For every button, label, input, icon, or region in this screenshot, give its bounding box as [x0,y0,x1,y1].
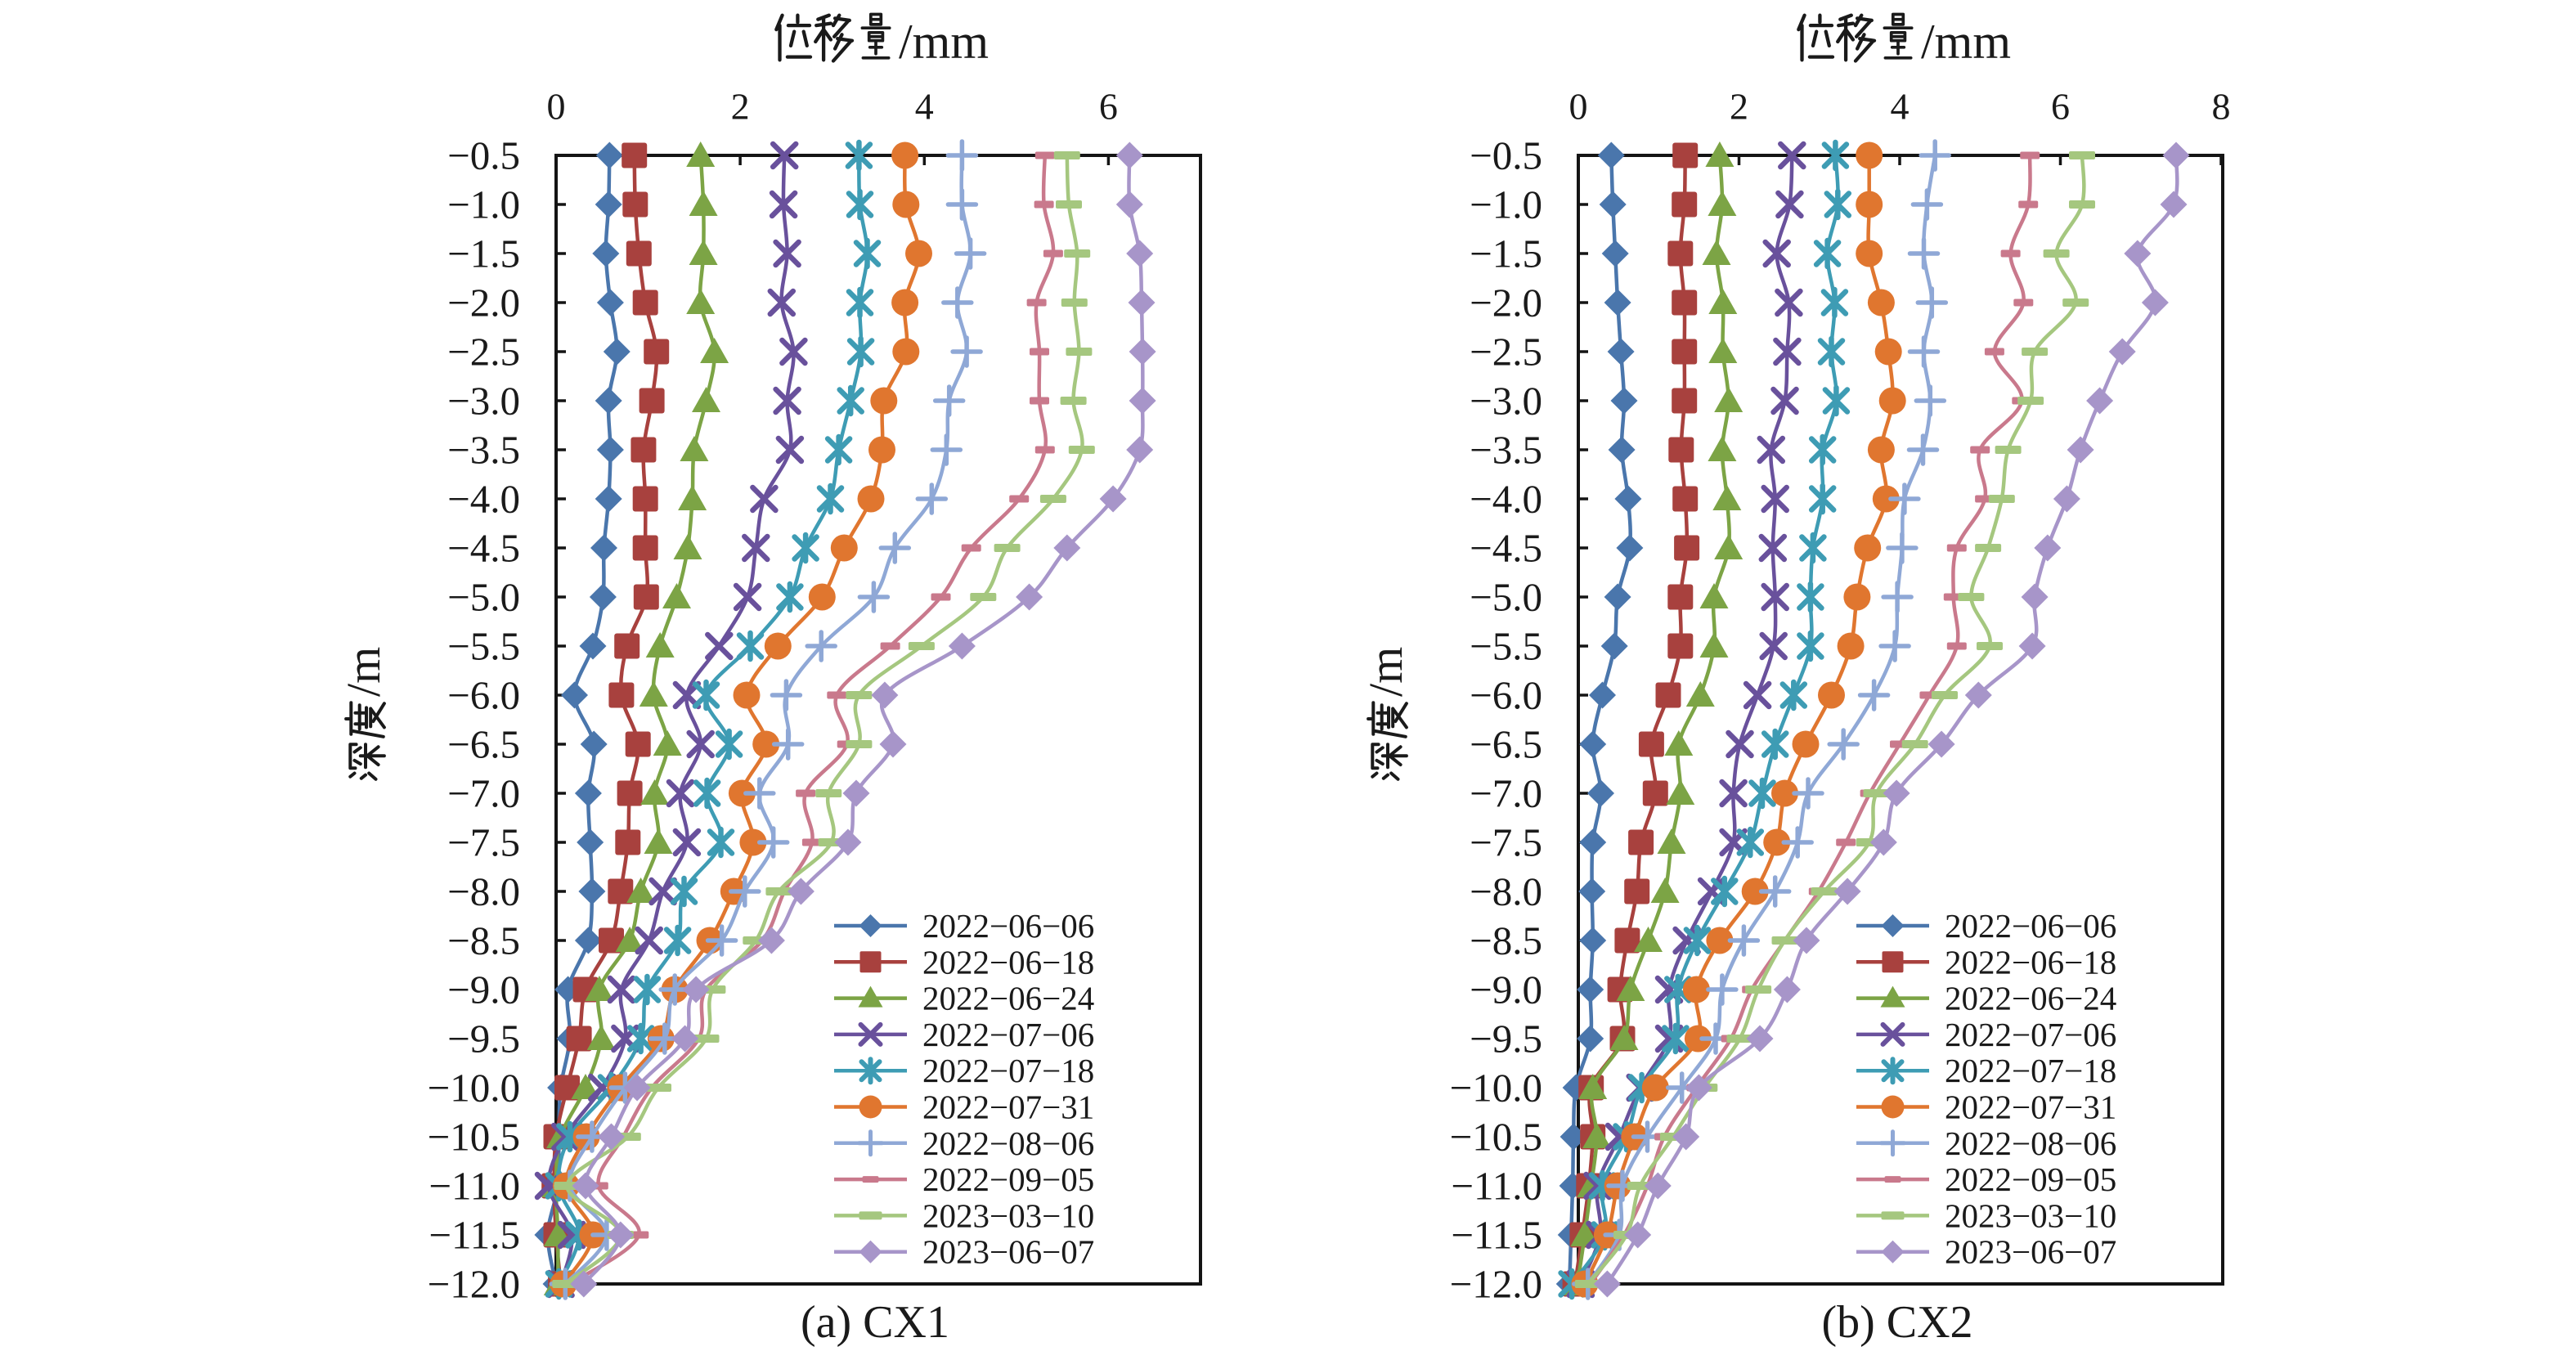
svg-text:2022−06−24: 2022−06−24 [922,980,1094,1017]
svg-text:−6.5: −6.5 [1470,722,1542,767]
svg-text:2022−06−24: 2022−06−24 [1945,980,2116,1017]
svg-text:−4.5: −4.5 [1470,526,1542,571]
svg-text:0: 0 [1569,86,1588,128]
svg-text:2023−03−10: 2023−03−10 [922,1196,1094,1234]
svg-text:−3.5: −3.5 [1470,428,1542,473]
svg-text:2022−07−06: 2022−07−06 [1945,1016,2116,1053]
svg-text:−4.5: −4.5 [447,526,520,571]
svg-text:−6.0: −6.0 [1470,673,1542,718]
svg-text:2022−07−06: 2022−07−06 [922,1016,1094,1053]
svg-text:−11.5: −11.5 [1451,1213,1542,1258]
svg-text:2022−09−05: 2022−09−05 [1945,1160,2116,1198]
svg-text:2022−07−18: 2022−07−18 [1945,1052,2116,1089]
svg-text:−1.5: −1.5 [1470,231,1542,276]
svg-text:−2.0: −2.0 [447,281,520,325]
svg-text:−5.5: −5.5 [447,624,520,669]
svg-text:−9.0: −9.0 [447,967,520,1012]
svg-text:−2.5: −2.5 [1470,330,1542,375]
svg-text:(b) CX2: (b) CX2 [1821,1297,1972,1348]
svg-text:−1.5: −1.5 [447,231,520,276]
svg-text:−1.0: −1.0 [447,182,520,227]
svg-text:2022−06−18: 2022−06−18 [922,943,1094,981]
svg-text:−7.0: −7.0 [1470,771,1542,816]
svg-text:4: 4 [1891,86,1910,128]
svg-text:2022−07−18: 2022−07−18 [922,1052,1094,1089]
svg-text:−9.0: −9.0 [1470,967,1542,1012]
svg-text:−4.0: −4.0 [1470,477,1542,522]
svg-text:6: 6 [2051,86,2070,128]
svg-text:8: 8 [2212,86,2231,128]
svg-text:−4.0: −4.0 [447,477,520,522]
svg-text:−8.0: −8.0 [447,869,520,914]
svg-text:−1.0: −1.0 [1470,182,1542,227]
svg-text:4: 4 [915,86,934,128]
svg-text:−6.0: −6.0 [447,673,520,718]
svg-text:−8.0: −8.0 [1470,869,1542,914]
svg-text:2023−06−07: 2023−06−07 [1945,1233,2116,1271]
svg-text:2: 2 [1730,86,1748,128]
svg-text:/mm: /mm [899,15,989,69]
svg-text:−2.0: −2.0 [1470,281,1542,325]
svg-text:−3.5: −3.5 [447,428,520,473]
svg-text:2: 2 [731,86,750,128]
svg-text:−3.0: −3.0 [447,379,520,424]
svg-text:−7.5: −7.5 [1470,820,1542,865]
svg-text:/m: /m [1359,647,1412,697]
svg-text:2022−08−06: 2022−08−06 [922,1124,1094,1162]
svg-text:−10.5: −10.5 [1450,1115,1542,1160]
svg-text:−2.5: −2.5 [447,330,520,375]
svg-text:−7.0: −7.0 [447,771,520,816]
svg-text:2022−06−06: 2022−06−06 [1945,907,2116,945]
svg-text:−8.5: −8.5 [447,918,520,963]
svg-text:2022−09−05: 2022−09−05 [922,1160,1094,1198]
svg-text:2022−07−31: 2022−07−31 [1945,1088,2116,1126]
svg-text:−10.0: −10.0 [428,1066,520,1111]
svg-text:−12.0: −12.0 [1450,1262,1542,1307]
svg-text:−6.5: −6.5 [447,722,520,767]
svg-text:2023−06−07: 2023−06−07 [922,1233,1094,1271]
svg-text:−9.5: −9.5 [1470,1017,1542,1062]
svg-text:−0.5: −0.5 [447,133,520,178]
svg-text:/mm: /mm [1921,15,2011,69]
svg-text:−10.5: −10.5 [428,1115,520,1160]
svg-text:−3.0: −3.0 [1470,379,1542,424]
svg-text:2022−08−06: 2022−08−06 [1945,1124,2116,1162]
svg-text:2022−07−31: 2022−07−31 [922,1088,1094,1126]
svg-text:−0.5: −0.5 [1470,133,1542,178]
svg-text:/m: /m [337,647,390,697]
svg-text:−10.0: −10.0 [1450,1066,1542,1111]
svg-text:−12.0: −12.0 [428,1262,520,1307]
svg-text:−8.5: −8.5 [1470,918,1542,963]
svg-text:−7.5: −7.5 [447,820,520,865]
svg-text:−11.0: −11.0 [429,1164,520,1209]
svg-text:2023−03−10: 2023−03−10 [1945,1196,2116,1234]
svg-text:−11.0: −11.0 [1451,1164,1542,1209]
svg-text:−5.0: −5.0 [447,575,520,620]
svg-text:−11.5: −11.5 [429,1213,520,1258]
svg-text:−5.5: −5.5 [1470,624,1542,669]
svg-text:2022−06−18: 2022−06−18 [1945,943,2116,981]
svg-text:(a) CX1: (a) CX1 [801,1297,949,1348]
svg-text:6: 6 [1099,86,1118,128]
svg-text:0: 0 [547,86,566,128]
svg-text:−5.0: −5.0 [1470,575,1542,620]
svg-text:−9.5: −9.5 [447,1017,520,1062]
svg-text:2022−06−06: 2022−06−06 [922,907,1094,945]
